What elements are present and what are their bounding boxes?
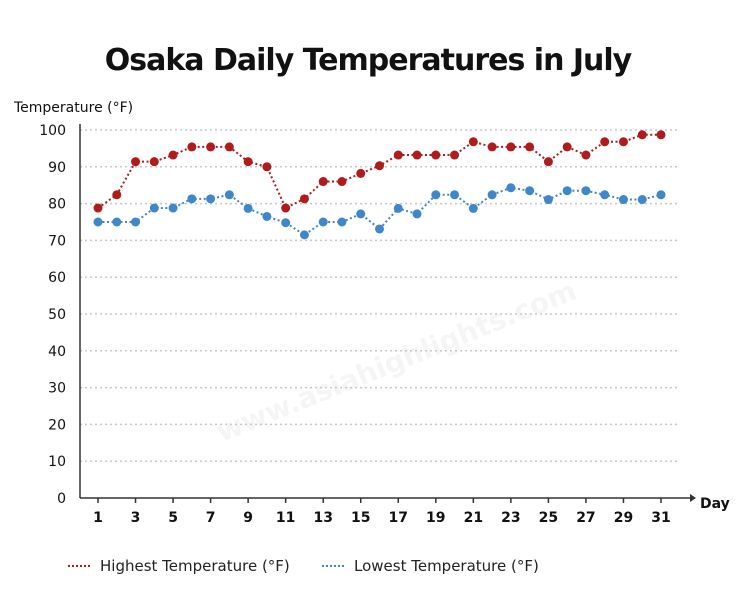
data-point: [224, 190, 234, 200]
data-point: [412, 209, 422, 219]
data-point: [356, 168, 366, 178]
data-point: [375, 161, 384, 171]
data-point: [393, 150, 403, 160]
x-tick-label: 17: [389, 510, 408, 526]
data-point: [206, 194, 216, 204]
data-point: [431, 150, 441, 160]
data-point: [543, 195, 553, 205]
legend-label: Highest Temperature (°F): [100, 557, 290, 575]
data-point: [506, 183, 516, 193]
data-point: [656, 130, 666, 140]
data-point: [581, 150, 591, 160]
data-point: [618, 137, 628, 147]
data-point: [262, 211, 272, 221]
data-point: [487, 190, 497, 200]
legend-label: Lowest Temperature (°F): [354, 557, 539, 575]
y-tick-label: 0: [57, 491, 66, 507]
data-point: [281, 203, 291, 213]
data-point: [243, 203, 253, 213]
data-point: [431, 190, 441, 200]
x-tick-label: 1: [93, 510, 103, 526]
data-point: [337, 217, 347, 227]
data-point: [281, 218, 291, 228]
watermark: www.asiahighlights.com: [212, 274, 581, 449]
x-tick-label: 15: [351, 510, 370, 526]
data-point: [131, 217, 141, 227]
data-point: [525, 142, 535, 152]
data-point: [450, 190, 460, 200]
x-tick-label: 13: [313, 510, 332, 526]
data-point: [337, 177, 347, 187]
y-tick-label: 40: [48, 344, 66, 360]
data-point: [224, 142, 234, 152]
data-point: [299, 194, 309, 204]
x-tick-label: 19: [426, 510, 445, 526]
data-point: [93, 217, 103, 227]
x-tick-label: 25: [539, 510, 558, 526]
data-point: [356, 209, 366, 219]
data-point: [131, 157, 141, 167]
chart-title: Osaka Daily Temperatures in July: [105, 43, 633, 78]
data-point: [562, 186, 572, 196]
data-point: [149, 157, 159, 167]
data-point: [318, 217, 328, 227]
y-tick-label: 90: [48, 160, 66, 176]
data-point: [262, 162, 272, 172]
y-axis-label: Temperature (°F): [13, 100, 133, 116]
y-tick-label: 30: [48, 381, 66, 397]
x-tick-label: 5: [168, 510, 178, 526]
x-tick-label: 11: [276, 510, 295, 526]
data-point: [149, 203, 159, 213]
data-point: [506, 142, 516, 152]
y-tick-label: 100: [39, 123, 66, 139]
x-axis-arrow: [690, 494, 696, 502]
data-point: [468, 203, 478, 213]
data-point: [168, 203, 178, 213]
x-tick-label: 21: [464, 510, 483, 526]
data-point: [543, 157, 553, 167]
data-point: [487, 142, 497, 152]
y-tick-label: 80: [48, 197, 66, 213]
data-point: [525, 186, 535, 196]
x-tick-label: 7: [206, 510, 216, 526]
x-tick-label: 27: [576, 510, 595, 526]
data-point: [618, 195, 628, 205]
data-point: [468, 137, 478, 147]
data-point: [600, 137, 610, 147]
series-line-0: [97, 133, 661, 210]
data-point: [600, 190, 610, 200]
data-point: [168, 150, 178, 160]
data-point: [187, 142, 197, 152]
data-point: [375, 224, 384, 234]
x-tick-label: 9: [243, 510, 253, 526]
data-point: [243, 157, 253, 167]
y-tick-label: 10: [48, 454, 66, 470]
data-point: [562, 142, 572, 152]
data-point: [299, 230, 309, 240]
x-axis-label: Day: [700, 496, 730, 512]
data-point: [656, 190, 666, 200]
y-tick-label: 20: [48, 417, 66, 433]
data-point: [581, 186, 591, 196]
data-point: [187, 194, 197, 204]
y-tick-label: 50: [48, 307, 66, 323]
data-point: [318, 177, 328, 187]
data-point: [112, 190, 122, 200]
data-point: [206, 142, 216, 152]
data-point: [637, 195, 647, 205]
data-point: [393, 203, 403, 213]
x-tick-label: 31: [651, 510, 670, 526]
y-tick-label: 60: [48, 270, 66, 286]
x-tick-label: 29: [614, 510, 633, 526]
data-point: [637, 130, 647, 140]
x-tick-label: 3: [131, 510, 141, 526]
data-point: [450, 150, 460, 160]
y-tick-label: 70: [48, 233, 66, 249]
data-point: [93, 203, 103, 213]
data-point: [112, 217, 122, 227]
x-tick-label: 23: [501, 510, 520, 526]
data-point: [412, 150, 422, 160]
